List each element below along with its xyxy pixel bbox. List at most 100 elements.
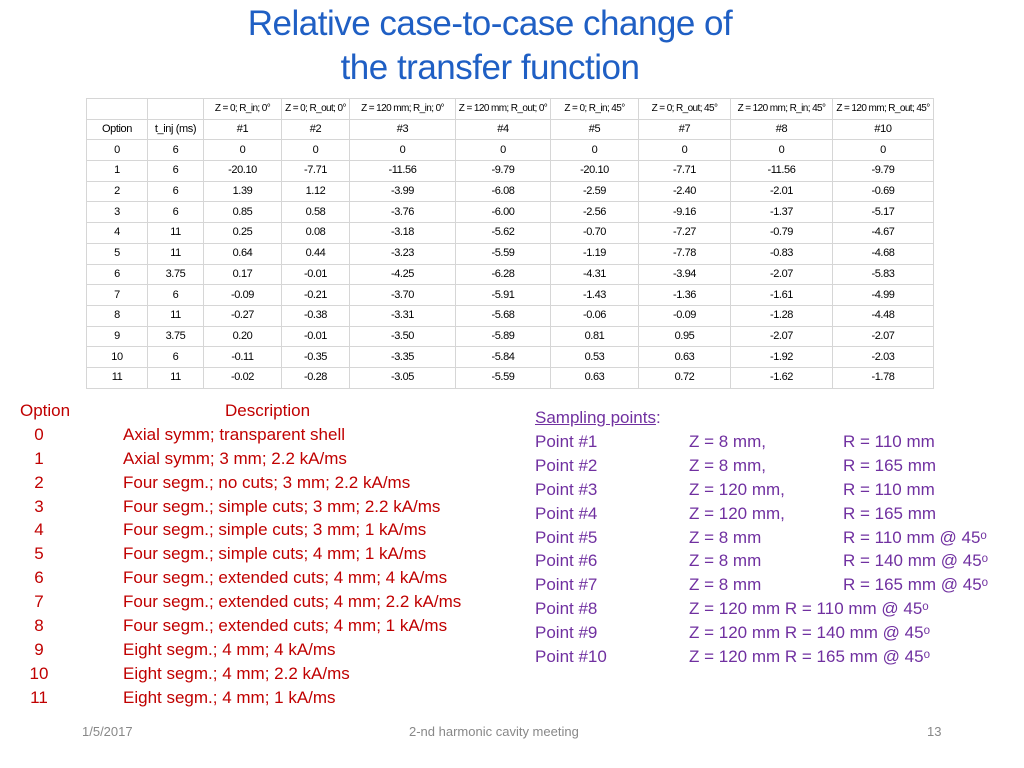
table-cell: -6.08 [455,180,551,203]
table-cell: Z = 0; R_out; 45° [638,98,731,120]
sampling-points-title: Sampling points [535,408,656,427]
table-cell: -2.01 [730,180,833,203]
option-number: 8 [34,616,44,636]
table-cell: 6 [147,284,204,306]
table-cell: -5.84 [455,346,551,368]
table-cell: Z = 120 mm; R_in; 45° [730,98,833,120]
sampling-point-name: Point #5 [535,527,598,547]
sampling-point-r: R = 165 mm [843,455,937,475]
table-cell: -2.56 [550,201,639,224]
sampling-point-z: Z = 8 mm [689,575,762,595]
table-cell: -0.79 [730,222,833,244]
table-cell: -0.21 [281,284,350,306]
table-cell [86,98,148,120]
sampling-point-z: Z = 8 mm, [689,432,766,451]
option-description: Four segm.; extended cuts; 4 mm; 4 kA/ms [123,568,448,588]
table-cell: -0.28 [281,366,350,389]
transfer-function-table: Z = 0; R_in; 0° Z = 0; R_out; 0° Z = 120 m… [86,98,934,389]
table-cell: 8 [86,304,148,327]
table-cell: 0.85 [203,201,282,224]
sampling-points-list: Sampling points: Point #1 Z = 8 mm, R = 11… [535,406,988,669]
table-cell: -3.05 [349,366,456,389]
sampling-point-z: Z = 120 mm, [689,479,785,499]
table-row: 5 11 0.64 0.44 -3.23 -5.59 -1.19 -7.78 -0.83 -4.6… [86,242,934,265]
table-cell: -9.79 [832,160,934,182]
table-cell: -4.48 [832,304,934,327]
sampling-point-item: Point #8 Z = 120 mm R = 110 mm @ 45ᵒ [535,597,929,621]
table-cell: -6.28 [455,263,551,286]
table-cell: -0.02 [203,366,282,389]
sampling-points-heading: Sampling points: [535,406,661,430]
table-cell: -11.56 [349,160,456,182]
option-description: Eight segm.; 4 mm; 4 kA/ms [123,639,336,659]
table-cell: -4.68 [832,242,934,265]
table-cell: -3.99 [349,180,456,203]
table-cell: Z = 120 mm; R_out; 0° [455,98,551,120]
table-cell: -7.71 [281,160,350,182]
sampling-point-position: Z = 120 mm R = 140 mm @ 45ᵒ [689,623,930,643]
sampling-point-position: Z = 120 mm R = 165 mm @ 45ᵒ [689,647,930,667]
table-cell: 3.75 [147,263,204,286]
table-cell: -1.61 [730,284,833,306]
slide-title: Relative case-to-case change of the tran… [0,2,980,90]
table-cell: -5.89 [455,325,551,348]
table-cell: -5.62 [455,222,551,244]
table-cell [147,98,204,120]
table-cell: 6 [147,201,204,224]
table-cell: -5.17 [832,201,934,224]
table-cell: -3.31 [349,304,456,327]
option-description: Four segm.; simple cuts; 3 mm; 1 kA/ms [123,520,427,540]
table-cell: 2 [86,180,148,203]
table-cell: 0 [349,139,456,162]
table-cell: -1.36 [638,284,731,306]
table-cell: 0.95 [638,325,731,348]
sampling-point-item: Point #6 Z = 8 mm R = 140 mm @ 45ᵒ [535,549,988,573]
table-cell: -0.70 [550,222,639,244]
sampling-point-r: R = 110 mm [843,432,935,451]
table-header-labels-row: Option t_inj (ms) #1 #2 #3 #4 #5 #7 #8 #10 [86,118,934,141]
sampling-points-colon: : [655,408,661,427]
table-row: 9 3.75 0.20 -0.01 -3.50 -5.89 0.81 0.95 -2.07 -2.… [86,325,934,348]
table-cell: 11 [86,366,148,389]
sampling-point-name: Point #1 [535,432,598,451]
option-number: 7 [34,592,44,612]
table-cell: -2.07 [730,325,833,348]
table-cell: #4 [455,118,551,141]
table-cell: -2.07 [832,325,934,348]
slide-title-line-1: Relative case-to-case change of [247,4,733,43]
footer-meeting-name: 2-nd harmonic cavity meeting [409,724,579,739]
table-cell: -0.09 [638,304,731,327]
table-cell: 11 [147,304,204,327]
description-column-heading: Description [225,401,311,420]
sampling-point-position: Z = 120 mm R = 110 mm @ 45ᵒ [689,599,929,619]
sampling-point-name: Point #8 [535,599,598,619]
table-cell: 6 [147,180,204,203]
table-cell: 0.64 [203,242,282,265]
table-cell: 0 [550,139,639,162]
sampling-point-item: Point #4 Z = 120 mm, R = 165 mm [535,502,936,526]
table-row: 2 6 1.39 1.12 -3.99 -6.08 -2.59 -2.40 -2.01 -0.69 [86,180,934,203]
table-cell: -7.27 [638,222,731,244]
table-cell: -3.76 [349,201,456,224]
table-cell: 9 [86,325,148,348]
option-number: 4 [34,520,44,540]
table-cell: -0.35 [281,346,350,368]
sampling-point-name: Point #10 [535,647,607,667]
table-cell: Z = 0; R_in; 0° [203,98,282,120]
table-row: 11 11 -0.02 -0.28 -3.05 -5.59 0.63 0.72 -1.62 -1.… [86,366,934,389]
table-cell: 0 [832,139,934,162]
sampling-point-item: Point #1 Z = 8 mm, R = 110 mm [535,430,935,454]
option-description: Axial symm; transparent shell [123,424,346,444]
option-description: Four segm.; no cuts; 3 mm; 2.2 kA/ms [123,472,411,492]
table-cell: 0.63 [638,346,731,368]
table-cell: 0 [86,139,148,162]
table-cell: -1.28 [730,304,833,327]
table-cell: 7 [86,284,148,306]
table-cell: -1.43 [550,284,639,306]
option-description: Four segm.; extended cuts; 4 mm; 2.2 kA/… [123,592,462,612]
sampling-point-z: Z = 120 mm, [689,503,785,523]
sampling-point-item: Point #3 Z = 120 mm, R = 110 mm [535,478,935,502]
table-cell: 0.72 [638,366,731,389]
table-cell: -3.70 [349,284,456,306]
sampling-point-name: Point #9 [535,623,598,643]
